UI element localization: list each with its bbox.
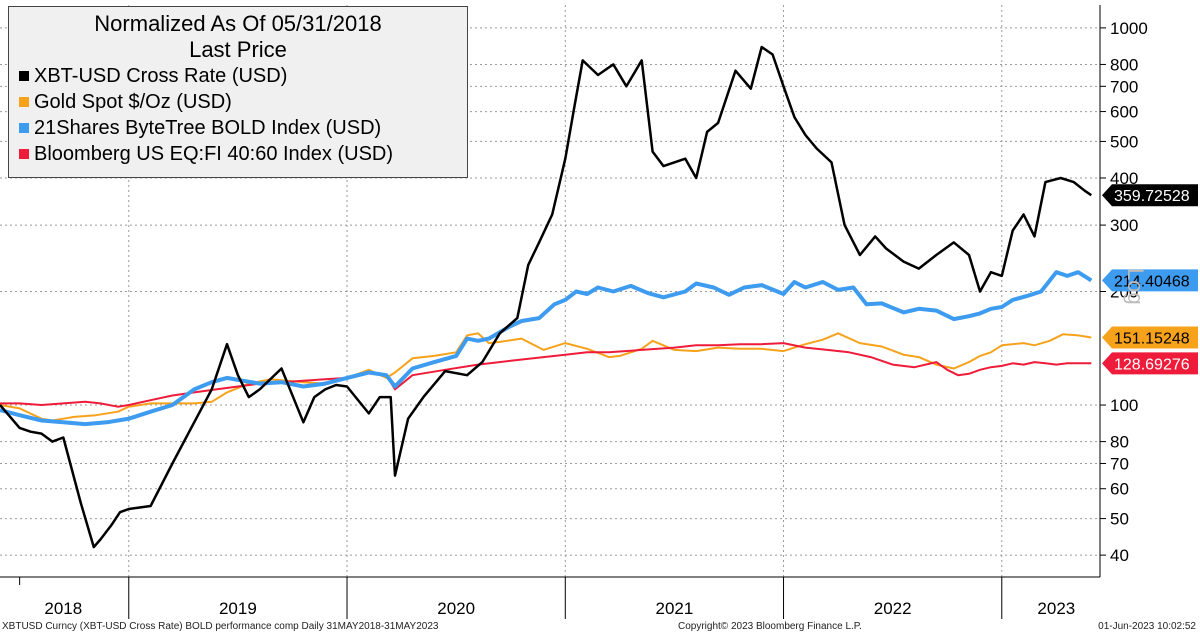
legend-item-eqfi: Bloomberg US EQ:FI 40:60 Index (USD): [9, 141, 467, 167]
x-tick-labels: 2018 2019 2020 2021 2022 2023: [44, 599, 1075, 618]
legend-label-bold: 21Shares ByteTree BOLD Index (USD): [34, 117, 382, 139]
end-label-tag: [1102, 326, 1198, 349]
legend-swatch-eqfi: [19, 149, 29, 159]
y-tick-label: 1000: [1110, 19, 1148, 38]
y-tick-label: 800: [1110, 55, 1138, 74]
series-line-3: [0, 342, 1092, 408]
series-line-2: [0, 270, 1093, 427]
series-lines: [0, 45, 1093, 549]
end-value-label: 128.69276: [1114, 356, 1190, 373]
legend-label-xbt: XBT-USD Cross Rate (USD): [34, 65, 288, 87]
end-value-label: 214.40468: [1114, 273, 1190, 290]
legend: Normalized As Of 05/31/2018 Last Price X…: [8, 6, 468, 178]
end-label-tag: [1102, 352, 1198, 375]
footer-copyright: Copyright© 2023 Bloomberg Finance L.P.: [678, 621, 862, 632]
legend-title: Normalized As Of 05/31/2018: [94, 11, 382, 36]
end-label-tag: [1102, 184, 1198, 207]
footer-source: XBTUSD Curncy (XBT-USD Cross Rate) BOLD …: [2, 621, 439, 632]
x-tick-label: 2022: [874, 599, 912, 618]
legend-item-gold: Gold Spot $/Oz (USD): [9, 89, 467, 115]
x-tick-label: 2020: [437, 599, 475, 618]
legend-swatch-gold: [19, 97, 29, 107]
x-tick-label: 2018: [44, 599, 82, 618]
x-tick-label: 2023: [1037, 599, 1075, 618]
axes: [0, 5, 1101, 619]
y-tick-label: 100: [1110, 396, 1138, 415]
y-tick-label: 600: [1110, 103, 1138, 122]
series-line-0: [0, 45, 1093, 549]
y-tick-label: 80: [1110, 433, 1129, 452]
legend-label-eqfi: Bloomberg US EQ:FI 40:60 Index (USD): [34, 143, 394, 165]
end-value-label: 151.15248: [1114, 331, 1190, 348]
legend-swatch-bold: [19, 123, 29, 133]
end-value-labels: 359.72528 151.15248 214.40468 128.69276: [1102, 184, 1198, 375]
end-label-tag: [1102, 269, 1198, 292]
x-tick-label: 2021: [655, 599, 693, 618]
x-tick-label: 2019: [219, 599, 257, 618]
y-tick-label: 500: [1110, 132, 1138, 151]
gridlines: [0, 27, 1100, 556]
legend-label-gold: Gold Spot $/Oz (USD): [34, 91, 232, 113]
legend-item-xbt: XBT-USD Cross Rate (USD): [9, 63, 467, 89]
end-value-label: 359.72528: [1114, 188, 1190, 205]
footer-timestamp: 01-Jun-2023 10:02:52: [1098, 621, 1196, 632]
legend-swatch-xbt: [19, 71, 29, 81]
y-tick-label: 40: [1110, 546, 1129, 565]
legend-item-bold: 21Shares ByteTree BOLD Index (USD): [9, 115, 467, 141]
legend-subtitle: Last Price: [189, 37, 287, 62]
y-tick-label: 700: [1110, 77, 1138, 96]
y-tick-label: 60: [1110, 480, 1129, 499]
y-tick-label: 300: [1110, 216, 1138, 235]
y-tick-label: 400: [1110, 169, 1138, 188]
log-scale-watermark: Log: [1123, 268, 1148, 305]
y-tick-label: 70: [1110, 454, 1129, 473]
y-tick-label: 50: [1110, 510, 1129, 529]
